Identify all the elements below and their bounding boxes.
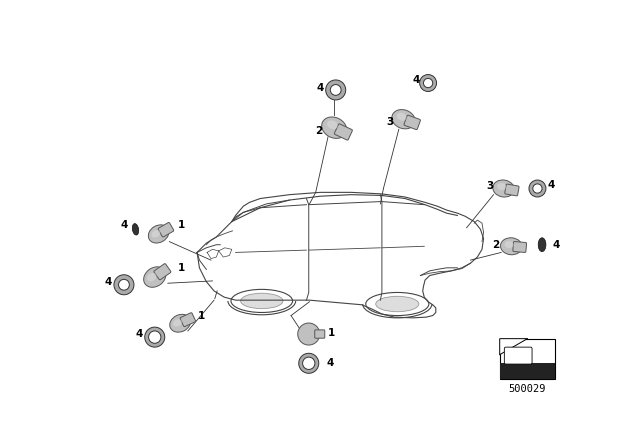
Ellipse shape bbox=[376, 296, 419, 312]
Circle shape bbox=[298, 323, 320, 345]
Ellipse shape bbox=[143, 267, 166, 287]
Polygon shape bbox=[197, 192, 484, 318]
Ellipse shape bbox=[241, 293, 283, 309]
Text: 4: 4 bbox=[552, 240, 559, 250]
Text: 1: 1 bbox=[197, 310, 205, 321]
Text: 2: 2 bbox=[315, 126, 323, 136]
Circle shape bbox=[145, 327, 164, 347]
Text: 3: 3 bbox=[386, 117, 393, 127]
Text: 500029: 500029 bbox=[509, 384, 546, 395]
Text: 4: 4 bbox=[317, 82, 324, 93]
FancyBboxPatch shape bbox=[315, 330, 324, 338]
FancyBboxPatch shape bbox=[180, 313, 196, 327]
Ellipse shape bbox=[231, 289, 292, 313]
Ellipse shape bbox=[322, 117, 347, 138]
Text: 4: 4 bbox=[412, 75, 419, 85]
Ellipse shape bbox=[170, 314, 191, 332]
Circle shape bbox=[533, 184, 542, 193]
Circle shape bbox=[303, 357, 315, 370]
Circle shape bbox=[114, 275, 134, 295]
Text: 1: 1 bbox=[178, 220, 186, 230]
Ellipse shape bbox=[132, 224, 139, 235]
Circle shape bbox=[529, 180, 546, 197]
Circle shape bbox=[299, 353, 319, 373]
Circle shape bbox=[420, 74, 436, 91]
FancyBboxPatch shape bbox=[513, 241, 527, 253]
FancyBboxPatch shape bbox=[404, 115, 420, 129]
Text: 4: 4 bbox=[136, 329, 143, 339]
Ellipse shape bbox=[493, 180, 515, 197]
FancyBboxPatch shape bbox=[158, 223, 173, 237]
Ellipse shape bbox=[538, 238, 546, 252]
Circle shape bbox=[326, 80, 346, 100]
Circle shape bbox=[424, 78, 433, 88]
Ellipse shape bbox=[497, 183, 506, 190]
Bar bbox=[500, 363, 555, 379]
Text: 4: 4 bbox=[326, 358, 334, 368]
Circle shape bbox=[118, 280, 129, 290]
Ellipse shape bbox=[152, 230, 160, 237]
FancyBboxPatch shape bbox=[154, 263, 171, 280]
FancyBboxPatch shape bbox=[505, 184, 519, 196]
Text: 4: 4 bbox=[548, 180, 555, 190]
Ellipse shape bbox=[327, 121, 338, 129]
Ellipse shape bbox=[365, 293, 429, 315]
Text: 4: 4 bbox=[120, 220, 127, 230]
Ellipse shape bbox=[397, 113, 406, 121]
Ellipse shape bbox=[173, 319, 182, 327]
Bar bbox=[500, 339, 555, 379]
Polygon shape bbox=[500, 339, 527, 355]
Circle shape bbox=[330, 85, 341, 95]
Ellipse shape bbox=[500, 238, 522, 255]
Ellipse shape bbox=[148, 225, 169, 243]
FancyBboxPatch shape bbox=[504, 347, 532, 364]
Ellipse shape bbox=[147, 273, 156, 281]
Text: 1: 1 bbox=[178, 263, 186, 273]
Text: 3: 3 bbox=[486, 181, 493, 191]
Text: 4: 4 bbox=[105, 277, 112, 287]
Text: 1: 1 bbox=[328, 327, 335, 337]
Ellipse shape bbox=[392, 110, 415, 129]
Ellipse shape bbox=[504, 241, 514, 248]
Text: 2: 2 bbox=[492, 240, 499, 250]
FancyBboxPatch shape bbox=[334, 124, 353, 140]
Circle shape bbox=[148, 331, 161, 343]
